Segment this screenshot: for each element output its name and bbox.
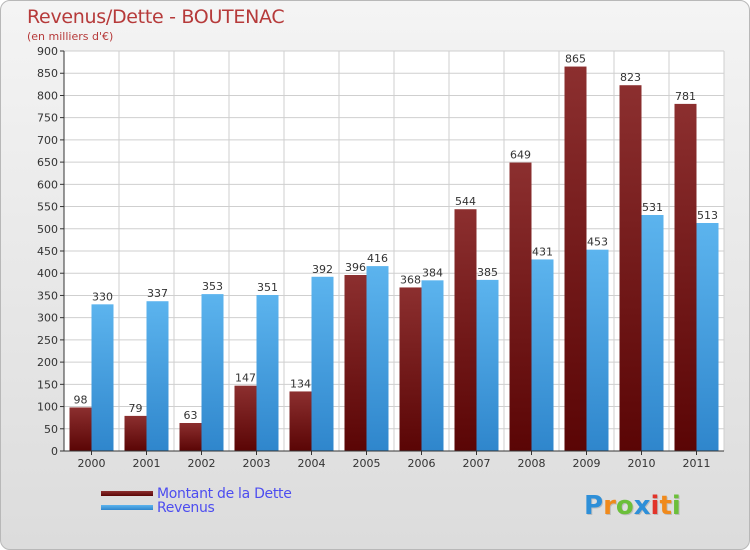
bar-revenus — [531, 259, 554, 451]
data-label-dette: 368 — [400, 273, 421, 286]
data-label-revenus: 416 — [367, 252, 388, 265]
bar-revenus — [366, 266, 389, 451]
x-tick-label: 2007 — [463, 457, 491, 470]
data-label-revenus: 385 — [477, 266, 498, 279]
bar-dette — [454, 209, 477, 451]
bar-dette — [564, 66, 587, 452]
y-tick-label: 300 — [37, 312, 58, 325]
logo-letter: t — [659, 491, 672, 521]
x-tick-label: 2010 — [628, 457, 656, 470]
data-label-revenus: 453 — [587, 236, 608, 249]
data-label-revenus: 351 — [257, 281, 278, 294]
data-label-dette: 63 — [184, 409, 198, 422]
logo-letter: r — [603, 491, 616, 521]
bar-revenus — [421, 280, 444, 451]
bar-dette — [509, 162, 532, 452]
x-tick-label: 2000 — [78, 457, 106, 470]
bar-dette — [344, 275, 367, 451]
y-tick-label: 650 — [37, 156, 58, 169]
x-tick-label: 2008 — [518, 457, 546, 470]
bar-revenus — [91, 304, 114, 451]
chart-subtitle: (en milliers d'€) — [27, 30, 114, 43]
y-tick-label: 800 — [37, 89, 58, 102]
logo-letter: i — [650, 491, 660, 521]
bar-dette — [124, 415, 147, 451]
bar-revenus — [641, 215, 664, 451]
bar-dette — [234, 385, 257, 451]
x-tick-label: 2005 — [353, 457, 381, 470]
data-label-dette: 823 — [620, 71, 641, 84]
legend-swatch-debt — [101, 491, 153, 496]
bar-revenus — [476, 279, 499, 451]
data-label-revenus: 431 — [532, 245, 553, 258]
bar-dette — [69, 407, 92, 451]
data-label-dette: 544 — [455, 195, 476, 208]
x-tick-label: 2006 — [408, 457, 436, 470]
data-label-revenus: 513 — [697, 209, 718, 222]
data-label-dette: 79 — [129, 402, 143, 415]
chart-title: Revenus/Dette - BOUTENAC — [27, 6, 285, 28]
bar-dette — [399, 287, 422, 451]
legend-swatch-revenus — [101, 505, 153, 510]
y-tick-label: 150 — [37, 378, 58, 391]
legend-label-revenus: Revenus — [157, 500, 215, 516]
y-tick-label: 450 — [37, 245, 58, 258]
proxiti-logo: Proxiti — [584, 491, 681, 521]
bar-revenus — [201, 294, 224, 451]
y-tick-label: 350 — [37, 289, 58, 302]
bar-revenus — [311, 276, 334, 451]
bar-revenus — [696, 223, 719, 451]
y-tick-label: 850 — [37, 67, 58, 80]
data-label-revenus: 392 — [312, 263, 333, 276]
y-tick-label: 700 — [37, 134, 58, 147]
y-tick-label: 50 — [44, 423, 58, 436]
data-label-dette: 396 — [345, 261, 366, 274]
bar-dette — [619, 85, 642, 451]
y-tick-label: 200 — [37, 356, 58, 369]
bar-revenus — [256, 295, 279, 451]
x-tick-label: 2002 — [188, 457, 216, 470]
legend-label-debt: Montant de la Dette — [157, 486, 292, 502]
data-label-revenus: 330 — [92, 290, 113, 303]
data-label-revenus: 531 — [642, 201, 663, 214]
bar-dette — [674, 103, 697, 451]
y-tick-label: 0 — [51, 445, 58, 458]
x-tick-label: 2003 — [243, 457, 271, 470]
data-label-revenus: 384 — [422, 266, 443, 279]
data-label-dette: 134 — [290, 377, 311, 390]
data-label-dette: 147 — [235, 372, 256, 385]
data-label-dette: 865 — [565, 53, 586, 66]
bar-revenus — [586, 249, 609, 451]
bar-revenus — [146, 301, 169, 451]
data-label-revenus: 337 — [147, 287, 168, 300]
logo-letter: x — [633, 491, 651, 521]
x-tick-label: 2011 — [683, 457, 711, 470]
bar-dette — [179, 423, 202, 451]
y-tick-label: 900 — [37, 45, 58, 58]
bar-dette — [289, 391, 312, 451]
y-tick-label: 550 — [37, 201, 58, 214]
y-tick-label: 100 — [37, 401, 58, 414]
y-tick-label: 400 — [37, 267, 58, 280]
y-tick-label: 250 — [37, 334, 58, 347]
y-tick-label: 750 — [37, 112, 58, 125]
data-label-dette: 98 — [74, 393, 88, 406]
x-tick-label: 2004 — [298, 457, 326, 470]
y-tick-label: 600 — [37, 178, 58, 191]
data-label-dette: 649 — [510, 149, 531, 162]
data-label-revenus: 353 — [202, 280, 223, 293]
data-label-dette: 781 — [675, 90, 696, 103]
logo-letter: P — [584, 491, 604, 521]
logo-letter: i — [671, 491, 681, 521]
y-tick-label: 500 — [37, 223, 58, 236]
logo-letter: o — [615, 491, 634, 521]
x-tick-label: 2009 — [573, 457, 601, 470]
x-tick-label: 2001 — [133, 457, 161, 470]
